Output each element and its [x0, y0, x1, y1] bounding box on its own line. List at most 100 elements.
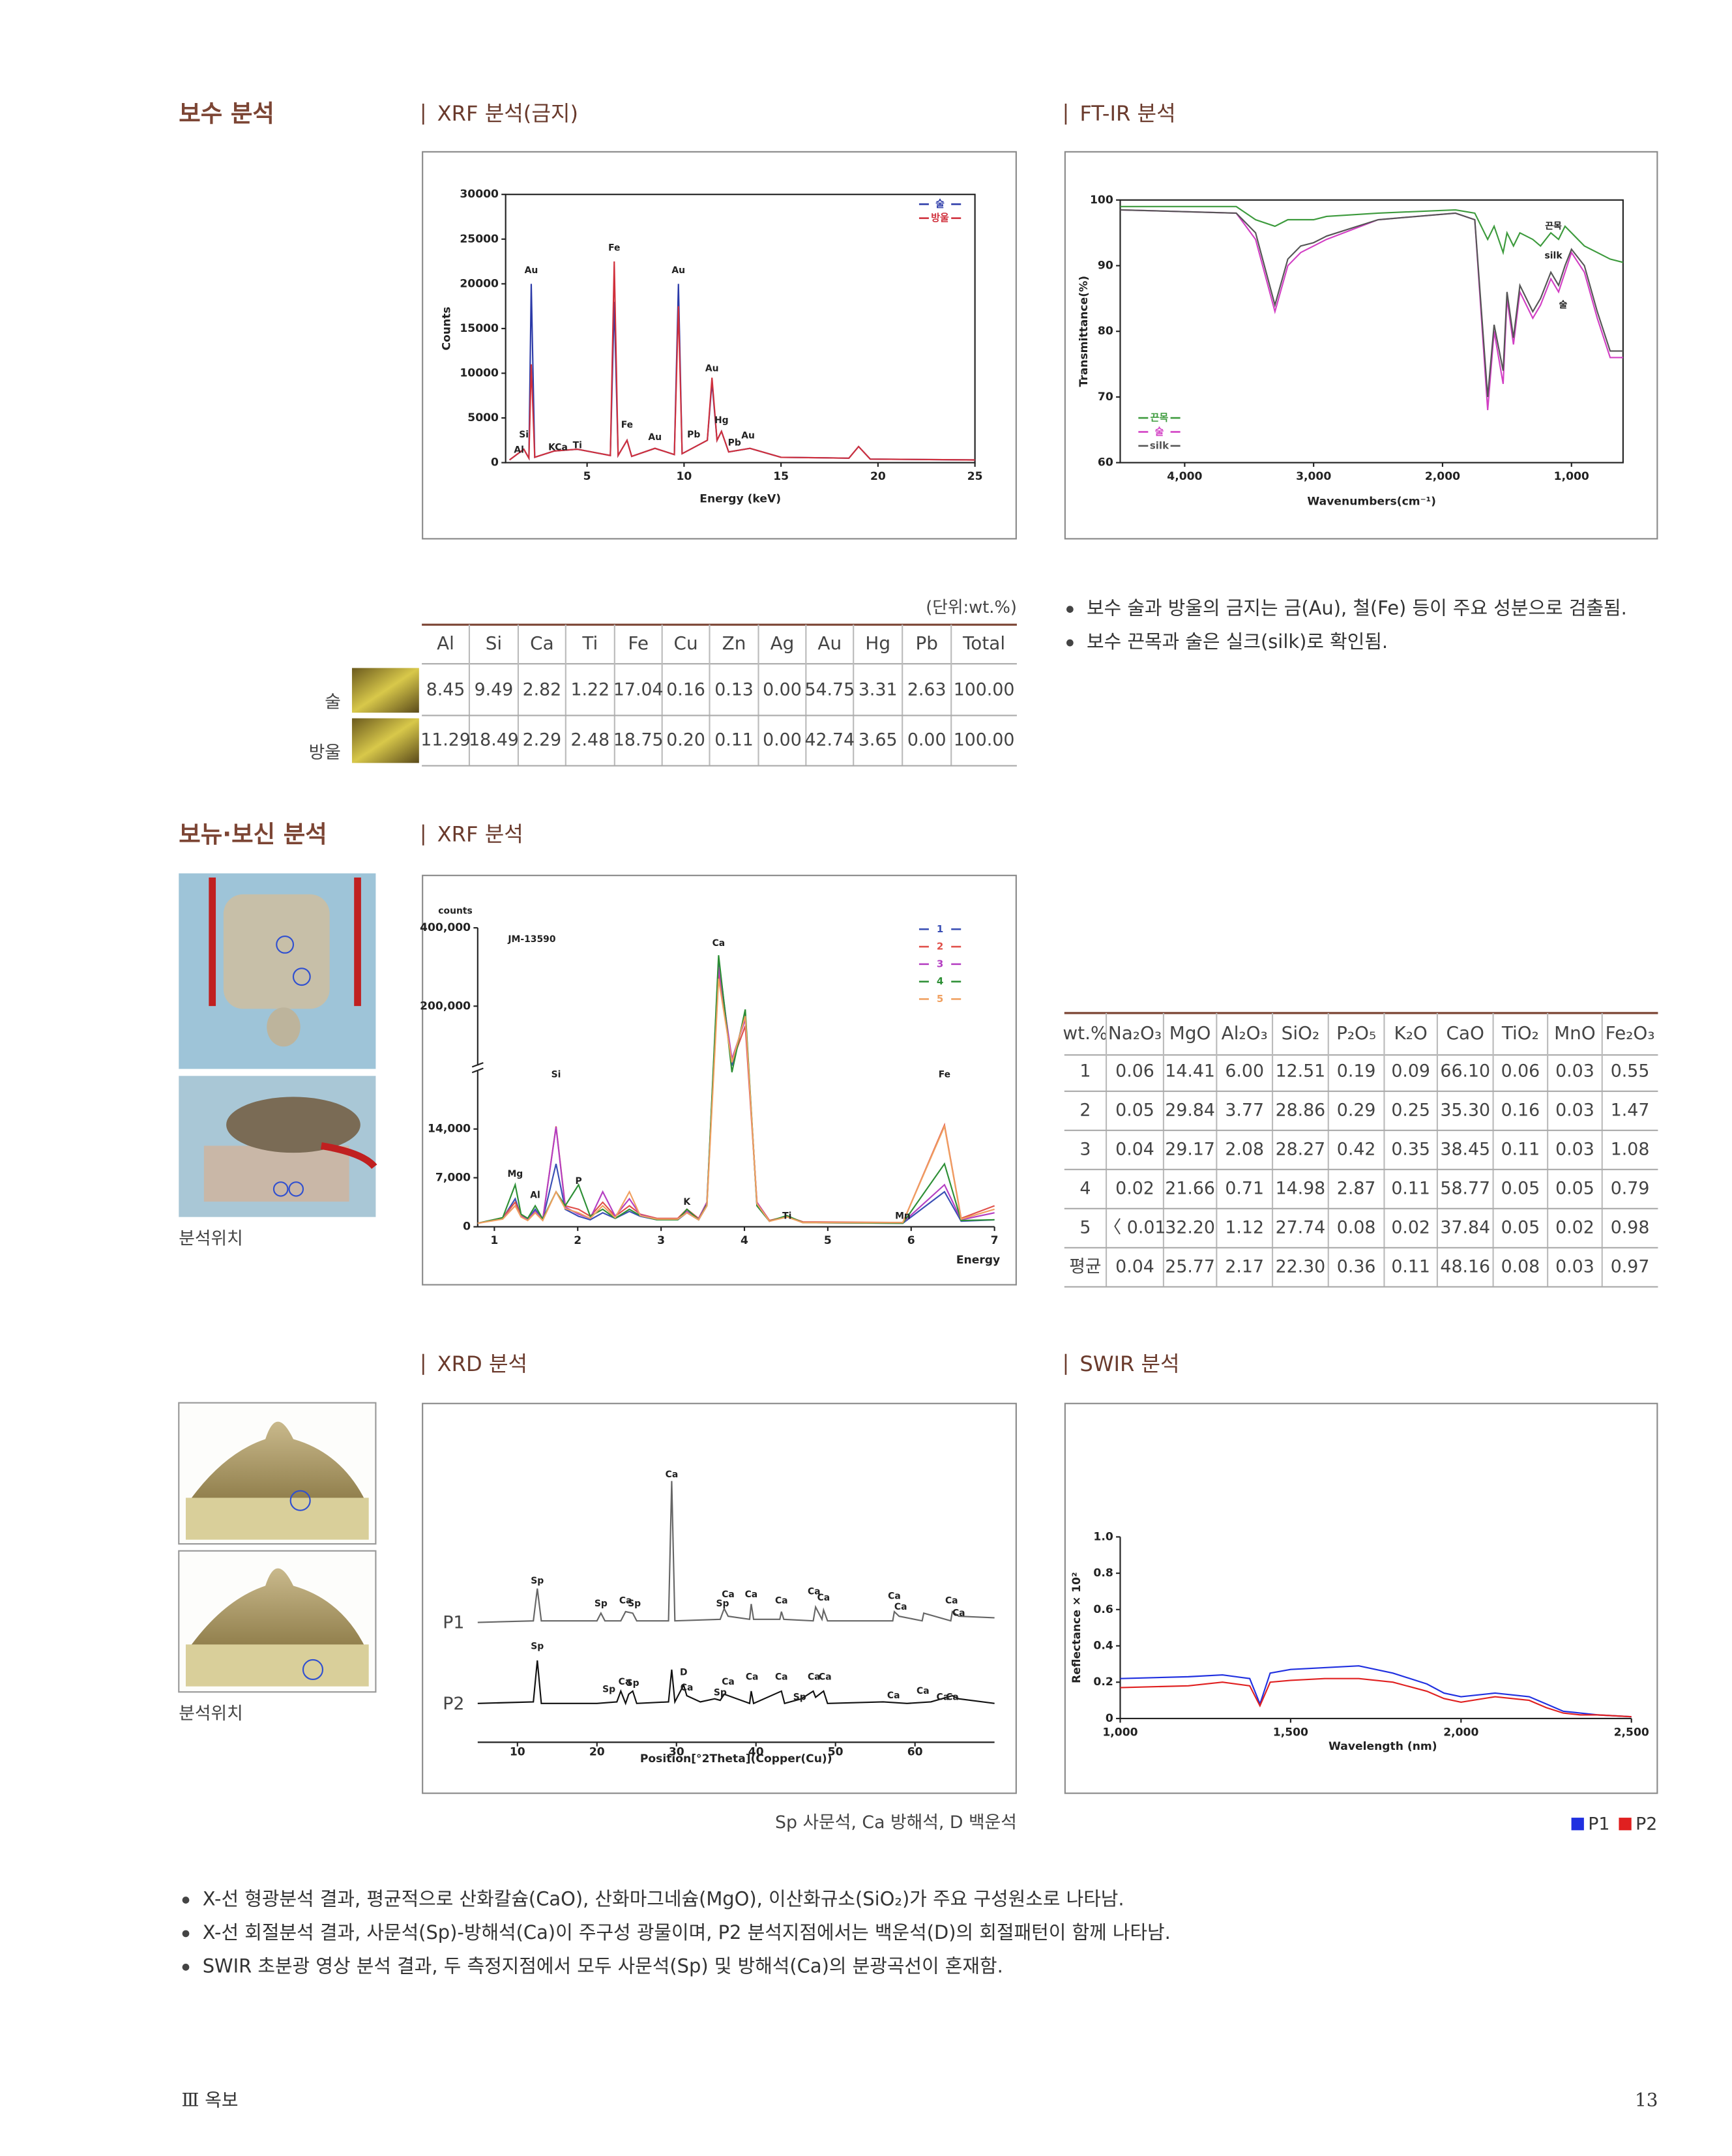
- column-header: Ti: [581, 632, 598, 654]
- peak-label: Sp: [531, 1642, 544, 1652]
- table-cell: 17.04: [613, 679, 664, 700]
- table-cell: 0.71: [1225, 1178, 1264, 1198]
- peak-label: Fe: [608, 243, 620, 253]
- peak-label: Ca: [937, 1692, 950, 1702]
- peak-label: KCa: [548, 442, 568, 452]
- text: 13: [1635, 2090, 1658, 2111]
- table-cell: 2.17: [1225, 1256, 1264, 1277]
- peak-label: Ca: [619, 1677, 632, 1687]
- peak-label: Hg: [714, 415, 729, 426]
- y-axis-label: counts: [438, 906, 473, 916]
- chart: 1 2 3 4 5 6 7 0 7,000 14,000 200,000 400,000 JM-1359…: [420, 906, 1000, 1267]
- y-tick-label: 80: [1098, 325, 1113, 338]
- peak-label: Ti: [573, 441, 582, 451]
- panel-label: P1: [443, 1613, 464, 1633]
- y-tick-label: 400,000: [420, 921, 471, 934]
- table-cell: 14.98: [1276, 1178, 1326, 1198]
- table-cell: 38.45: [1440, 1139, 1490, 1159]
- y-tick-label: 10000: [460, 366, 499, 379]
- heading: XRF 분석: [437, 822, 523, 847]
- table-cell: 0.00: [763, 730, 802, 750]
- column-header: Zn: [722, 632, 746, 654]
- column-header: Fe: [628, 632, 649, 654]
- legend-swatch: [1571, 1818, 1584, 1831]
- table-cell: 0.08: [1337, 1217, 1376, 1237]
- chart-frame: [422, 874, 1017, 1286]
- y-tick-label: 20000: [460, 277, 499, 290]
- x-tick-label: 1: [490, 1234, 498, 1247]
- table-cell: 21.66: [1165, 1178, 1215, 1198]
- peak-label: Ca: [722, 1589, 735, 1600]
- peak-label: Au: [525, 265, 538, 276]
- peak-label: Sp: [793, 1692, 806, 1702]
- peak-label: Ca: [619, 1596, 632, 1606]
- peak-label: Al: [530, 1190, 540, 1200]
- thumbnail: [351, 718, 419, 763]
- table-cell: 0.03: [1555, 1139, 1594, 1159]
- peak-label: D: [680, 1668, 688, 1678]
- x-tick-label: 2,000: [1425, 470, 1460, 483]
- table-cell: 0.00: [763, 679, 802, 700]
- peak-label: Ca: [887, 1691, 900, 1701]
- x-tick-label: 2,500: [1614, 1726, 1649, 1739]
- x-axis-label: Position[°2Theta](Copper(Cu)): [640, 1752, 832, 1765]
- x-tick-label: 2,000: [1443, 1726, 1478, 1739]
- chart: 1,000 1,500 2,000 2,500 0 0.2 0.4 0.6 0.8 1.0 P1 P2…: [1070, 1530, 1657, 1834]
- text: 분석위치: [179, 1228, 243, 1248]
- table-cell: 0.29: [1337, 1100, 1376, 1120]
- y-tick-label: 90: [1098, 259, 1113, 272]
- peak-label: P: [575, 1176, 581, 1187]
- table-cell: 0.19: [1337, 1061, 1376, 1081]
- row-label: 술: [325, 692, 341, 713]
- x-axis-label: Wavelength (nm): [1328, 1740, 1437, 1753]
- column-header: Ca: [530, 632, 554, 654]
- text: 보수 끈목과 술은 실크(silk)로 확인됨.: [1087, 630, 1388, 653]
- series-line: [1120, 1665, 1632, 1718]
- peak-label: Ca: [746, 1672, 759, 1683]
- x-tick-label: 60: [907, 1745, 923, 1758]
- y-axis-label: Reflectance × 10²: [1070, 1572, 1083, 1683]
- photo-object: [223, 894, 330, 1009]
- peak-label: 끈목: [1545, 221, 1562, 231]
- column-header: P₂O₅: [1336, 1022, 1376, 1044]
- photo-object: [188, 1568, 366, 1649]
- table-cell: 0.00: [907, 730, 947, 750]
- peak-label: Mn: [895, 1211, 911, 1222]
- x-tick-label: 2: [574, 1234, 581, 1247]
- column-header: Fe₂O₃: [1606, 1022, 1655, 1044]
- x-tick-label: 5: [583, 470, 591, 483]
- peak-label: Pb: [687, 430, 700, 440]
- table-cell: 22.30: [1276, 1256, 1326, 1277]
- peak-label: Ti: [782, 1211, 791, 1222]
- x-tick-label: 10: [510, 1745, 525, 1758]
- row-label: 1: [1079, 1061, 1091, 1081]
- table-cell: 58.77: [1440, 1178, 1490, 1198]
- x-tick-label: 3,000: [1296, 470, 1331, 483]
- y-tick-label: 25000: [460, 233, 499, 246]
- table-cell: 2.63: [907, 679, 947, 700]
- table-cell: 0.16: [1501, 1100, 1540, 1120]
- y-tick-label: 5000: [467, 411, 499, 424]
- text: (단위:wt.%): [926, 598, 1017, 617]
- peak-label: Fe: [939, 1070, 950, 1080]
- table-cell: 0.04: [1115, 1256, 1154, 1277]
- table-cell: 0.97: [1611, 1256, 1650, 1277]
- column-header: wt.%: [1063, 1022, 1108, 1044]
- y-tick-label: 14,000: [428, 1123, 471, 1136]
- table-cell: 0.05: [1555, 1178, 1594, 1198]
- y-tick-label: 1.0: [1093, 1530, 1113, 1543]
- x-tick-label: 4: [741, 1234, 748, 1247]
- table-cell: 8.45: [426, 679, 465, 700]
- table-cell: 28.27: [1276, 1139, 1326, 1159]
- x-tick-label: 20: [589, 1745, 605, 1758]
- x-axis-label: Wavenumbers(cm⁻¹): [1307, 495, 1436, 509]
- x-tick-label: 7: [991, 1234, 999, 1247]
- peak-label: Ca: [952, 1608, 965, 1618]
- table-cell: 32.20: [1165, 1217, 1215, 1237]
- table-cell: 2.29: [523, 730, 562, 750]
- table-cell: 0.02: [1555, 1217, 1594, 1237]
- peak-label: Ca: [888, 1591, 901, 1601]
- peak-label: Si: [519, 430, 529, 440]
- column-header: Hg: [865, 632, 890, 654]
